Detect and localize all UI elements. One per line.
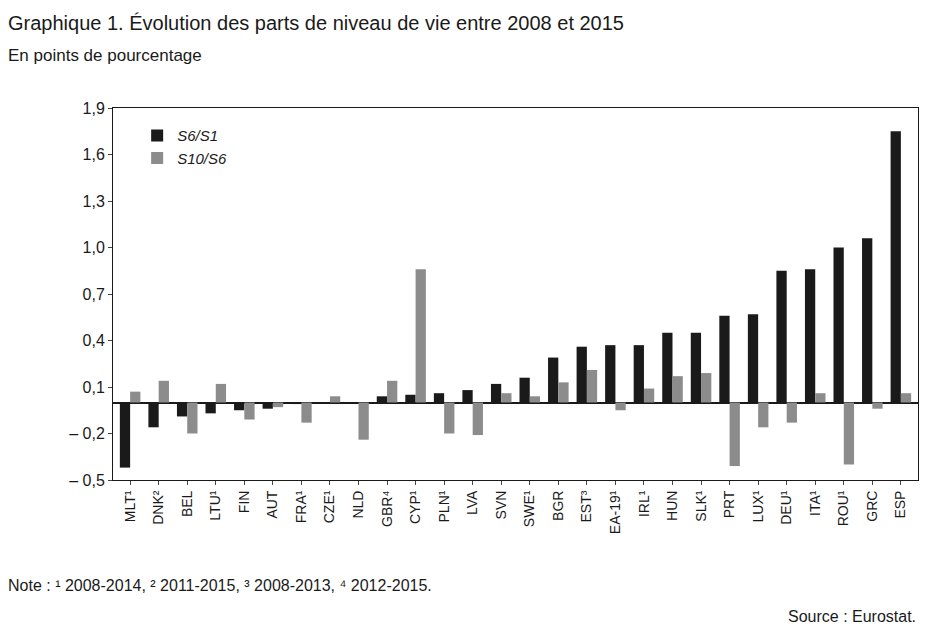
svg-text:Graphique 1. Évolution des par: Graphique 1. Évolution des parts de nive… <box>8 12 624 34</box>
svg-text:BGR: BGR <box>550 491 566 521</box>
svg-text:MLT¹: MLT¹ <box>122 490 138 522</box>
svg-text:1,3: 1,3 <box>83 193 105 210</box>
svg-text:ESP: ESP <box>892 491 908 519</box>
svg-text:IRL¹: IRL¹ <box>636 490 652 517</box>
svg-text:EA-19¹: EA-19¹ <box>607 490 623 534</box>
svg-text:FRA¹: FRA¹ <box>293 490 309 523</box>
svg-text:1,0: 1,0 <box>83 239 105 256</box>
svg-text:HUN: HUN <box>664 491 680 521</box>
svg-text:CYP¹: CYP¹ <box>407 490 423 524</box>
svg-text:– 0,5: – 0,5 <box>69 472 105 489</box>
svg-text:CZE¹: CZE¹ <box>322 490 338 523</box>
svg-text:LUX¹: LUX¹ <box>750 490 766 522</box>
svg-text:Note : ¹ 2008-2014, ² 2011-201: Note : ¹ 2008-2014, ² 2011-2015, ³ 2008-… <box>8 577 432 594</box>
svg-text:DEU¹: DEU¹ <box>778 490 794 525</box>
svg-text:PRT: PRT <box>721 490 737 518</box>
svg-text:1,6: 1,6 <box>83 146 105 163</box>
svg-text:0,1: 0,1 <box>83 379 105 396</box>
svg-text:PLN¹: PLN¹ <box>436 490 452 522</box>
svg-text:GBR⁴: GBR⁴ <box>379 491 395 527</box>
svg-text:S10/S6: S10/S6 <box>177 150 227 167</box>
svg-text:S6/S1: S6/S1 <box>177 127 218 144</box>
svg-text:EST³: EST³ <box>578 490 594 522</box>
svg-text:SVN: SVN <box>493 491 509 520</box>
svg-text:ITA¹: ITA¹ <box>807 490 823 516</box>
svg-text:LTU¹: LTU¹ <box>207 490 223 520</box>
svg-text:Source : Eurostat.: Source : Eurostat. <box>788 608 916 625</box>
svg-text:BEL: BEL <box>179 490 195 517</box>
svg-text:NLD: NLD <box>350 491 366 519</box>
svg-text:1,9: 1,9 <box>83 100 105 117</box>
svg-text:FIN: FIN <box>236 491 252 514</box>
svg-text:ROU¹: ROU¹ <box>835 490 851 526</box>
svg-text:SLK¹: SLK¹ <box>693 490 709 521</box>
svg-text:0,7: 0,7 <box>83 286 105 303</box>
svg-text:LVA: LVA <box>464 490 480 515</box>
svg-text:AUT: AUT <box>264 490 280 518</box>
svg-text:0,4: 0,4 <box>83 332 105 349</box>
svg-text:En points de pourcentage: En points de pourcentage <box>8 46 202 65</box>
svg-text:GRC: GRC <box>864 491 880 522</box>
svg-text:SWE¹: SWE¹ <box>521 490 537 527</box>
svg-text:DNK²: DNK² <box>150 490 166 525</box>
svg-text:– 0,2: – 0,2 <box>69 425 105 442</box>
